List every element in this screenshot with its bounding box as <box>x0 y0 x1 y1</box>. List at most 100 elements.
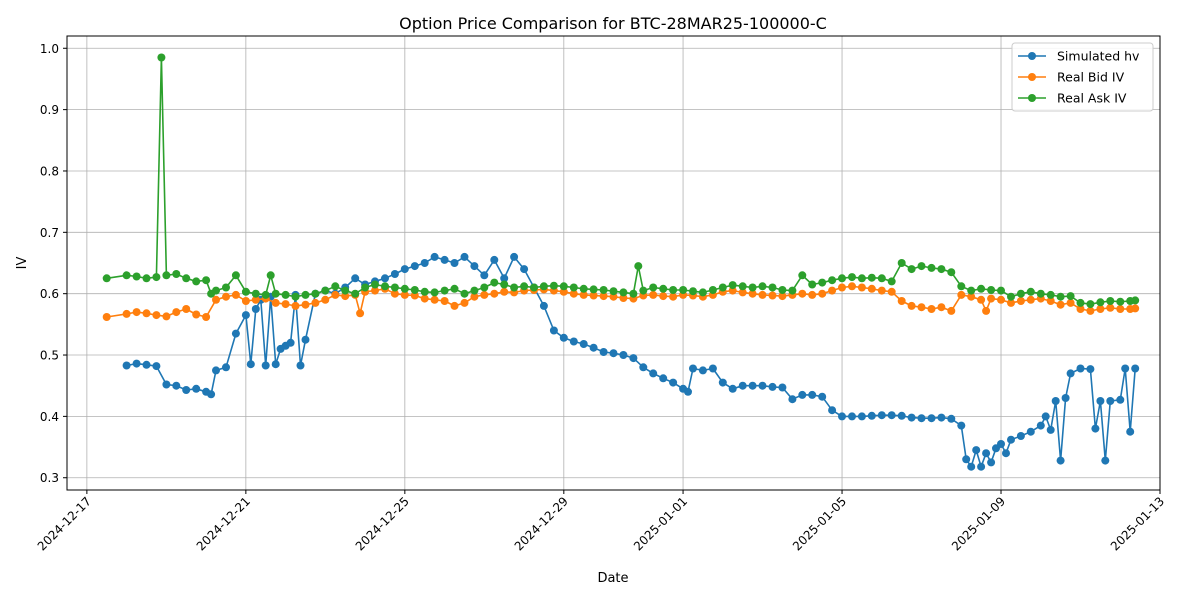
data-point <box>947 306 956 315</box>
data-point <box>480 283 489 292</box>
data-point <box>222 283 230 292</box>
data-point <box>172 270 181 278</box>
data-point <box>967 462 976 471</box>
data-point <box>361 283 370 292</box>
data-point <box>599 348 608 356</box>
legend-swatch-marker <box>1028 73 1036 81</box>
data-point <box>1106 397 1115 405</box>
series-layer <box>102 53 1140 471</box>
data-point <box>1056 292 1065 301</box>
data-point <box>1116 297 1125 306</box>
data-point <box>1056 300 1065 309</box>
data-point <box>877 274 886 283</box>
data-point <box>1061 394 1070 402</box>
data-point <box>987 286 996 294</box>
legend-swatch-marker <box>1028 94 1036 102</box>
data-point <box>728 384 737 393</box>
data-point <box>788 286 797 295</box>
data-point <box>1086 306 1095 315</box>
data-point <box>1066 298 1075 307</box>
data-point <box>689 287 697 296</box>
data-point <box>549 326 558 335</box>
data-point <box>460 252 469 261</box>
data-point <box>599 286 608 294</box>
data-point <box>207 390 216 399</box>
data-point <box>351 289 360 298</box>
y-tick-label: 0.7 <box>40 226 59 240</box>
data-point <box>848 273 856 282</box>
data-point <box>659 292 668 301</box>
data-point <box>738 381 747 390</box>
data-point <box>241 297 250 305</box>
data-point <box>410 262 419 271</box>
data-point <box>927 414 936 423</box>
data-point <box>867 273 876 282</box>
y-tick-label: 0.5 <box>40 349 59 363</box>
data-point <box>559 333 568 342</box>
data-point <box>500 274 509 283</box>
data-point <box>698 288 707 297</box>
data-point <box>490 278 499 287</box>
data-point <box>1096 397 1105 405</box>
data-point <box>997 440 1005 448</box>
data-point <box>246 360 255 369</box>
data-point <box>798 390 807 399</box>
data-point <box>808 280 817 289</box>
data-point <box>1116 305 1125 313</box>
data-point <box>520 282 529 291</box>
data-point <box>1131 364 1140 373</box>
data-point <box>917 262 926 271</box>
data-point <box>480 290 489 299</box>
data-point <box>579 284 588 293</box>
data-point <box>261 290 270 299</box>
data-point <box>142 274 151 283</box>
data-point <box>728 286 737 295</box>
data-point <box>440 286 449 295</box>
data-point <box>669 378 678 387</box>
data-point <box>539 282 548 291</box>
data-point <box>629 289 638 298</box>
data-point <box>818 392 827 401</box>
y-axis-label: IV <box>15 257 30 270</box>
data-point <box>1076 364 1085 373</box>
data-point <box>410 291 419 300</box>
data-point <box>569 337 578 346</box>
legend-swatch-marker <box>1028 52 1036 60</box>
y-axis: 0.3 0.4 0.5 0.6 0.7 0.8 0.9 1.0 <box>40 42 67 485</box>
data-point <box>589 285 598 294</box>
data-point <box>1007 435 1015 444</box>
data-point <box>569 283 578 292</box>
data-point <box>559 282 568 291</box>
data-point <box>510 252 519 261</box>
data-point <box>634 262 643 271</box>
data-point <box>808 290 817 299</box>
data-point <box>122 271 131 280</box>
data-point <box>271 360 280 369</box>
data-point <box>619 351 628 359</box>
data-point <box>1026 295 1035 304</box>
data-point <box>470 292 479 301</box>
data-point <box>937 413 946 422</box>
data-point <box>927 305 936 313</box>
data-point <box>142 360 151 369</box>
y-tick-label: 0.9 <box>40 103 59 117</box>
data-point <box>848 412 856 421</box>
data-point <box>684 387 692 396</box>
data-point <box>450 259 459 267</box>
data-point <box>172 308 181 317</box>
y-tick-label: 0.6 <box>40 287 59 301</box>
data-point <box>162 271 171 280</box>
data-point <box>609 292 618 301</box>
data-point <box>619 294 628 302</box>
data-point <box>977 284 986 293</box>
data-point <box>972 446 981 455</box>
data-point <box>818 278 827 287</box>
data-point <box>400 265 409 274</box>
data-point <box>331 290 340 299</box>
data-point <box>251 289 260 298</box>
data-point <box>381 274 389 283</box>
data-point <box>877 411 886 420</box>
data-point <box>1016 432 1025 440</box>
data-point <box>778 286 787 294</box>
data-point <box>639 286 648 295</box>
